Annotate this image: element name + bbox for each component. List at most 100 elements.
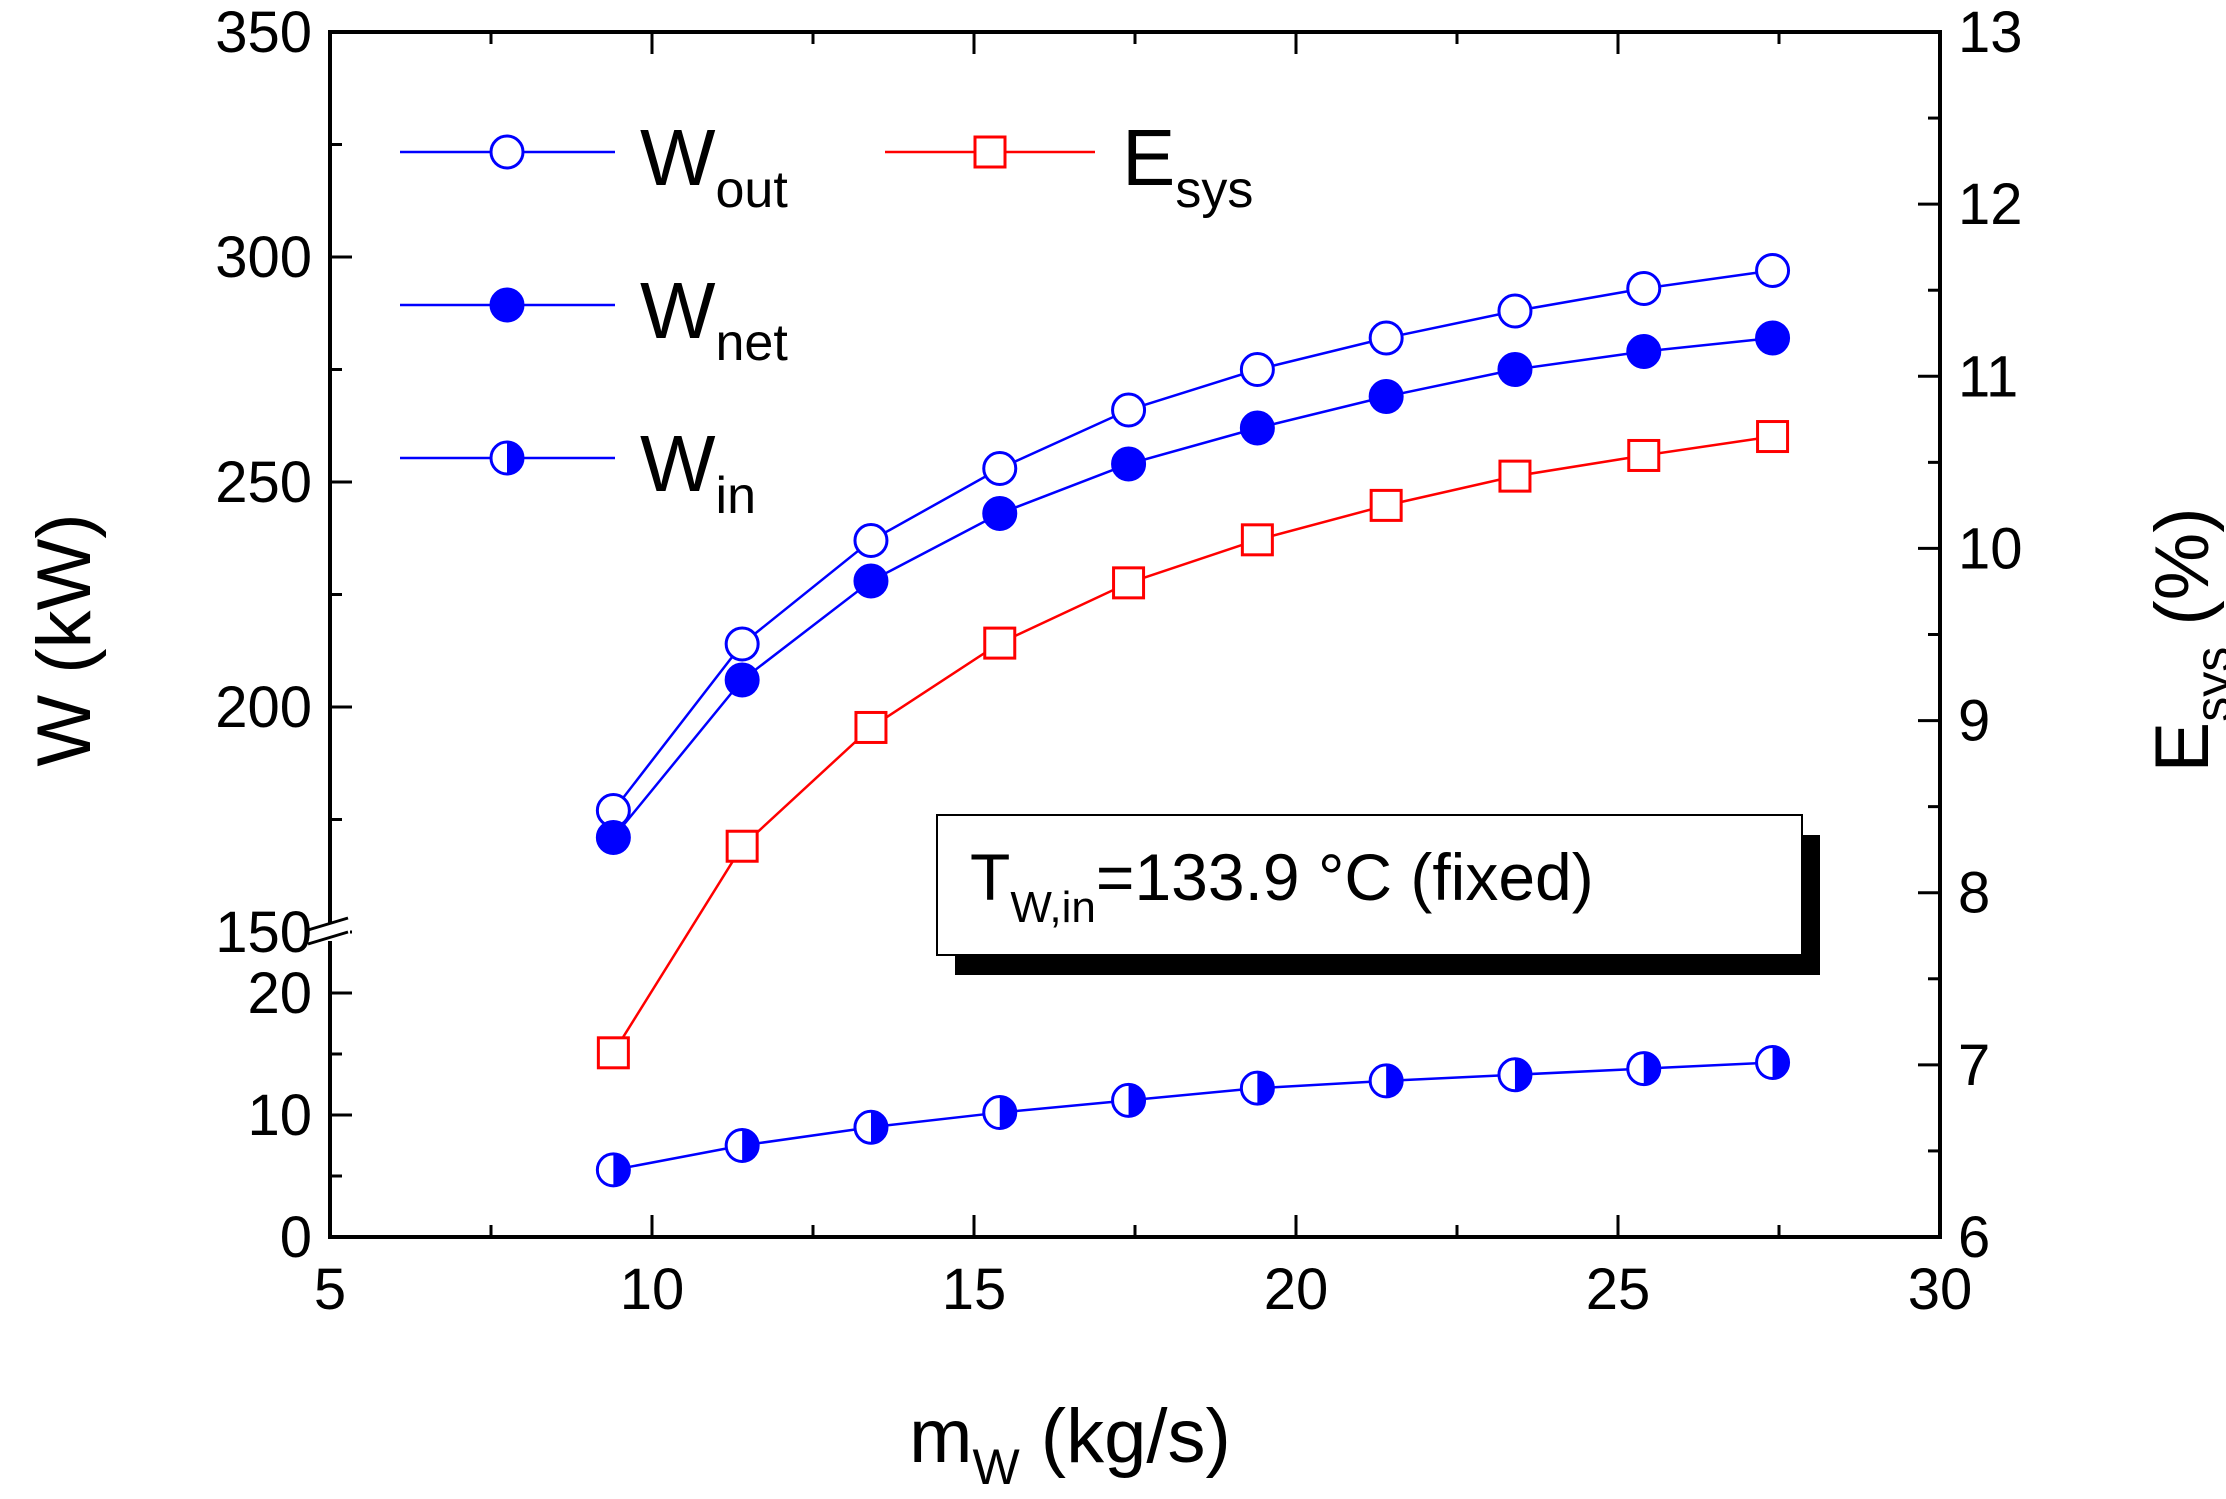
data-point-wnet [595, 820, 631, 855]
x-tick-label: 25 [1586, 1257, 1651, 1322]
data-point-win-fill [613, 1153, 630, 1186]
y-axis-right-title-sub: sys [2185, 647, 2226, 722]
data-point-wnet [1497, 352, 1533, 387]
x-tick-label: 20 [1264, 1257, 1329, 1322]
annotation-value: =133.9 °C (fixed) [1096, 840, 1594, 914]
legend-sub-wout: out [716, 161, 789, 219]
legend-entry-wnet: Wnet [400, 266, 788, 372]
data-point-win-fill [1386, 1064, 1403, 1097]
data-point-win-fill [999, 1096, 1016, 1129]
data-point-wout [1755, 253, 1791, 288]
data-point-wout [982, 451, 1018, 486]
data-point-esys [854, 710, 888, 744]
data-point-wnet [1111, 446, 1147, 482]
data-point-win-fill [742, 1129, 759, 1162]
data-point-wout [1626, 271, 1662, 306]
y-axis-left-title: W (kW) [22, 513, 107, 766]
x-axis-title-main: m [909, 1394, 972, 1479]
data-point-wnet [724, 662, 760, 698]
y-right-tick-label: 8 [1958, 861, 1990, 926]
data-point-esys [1498, 459, 1532, 493]
x-tick-label: 15 [942, 1257, 1007, 1322]
data-point-wout [1368, 320, 1404, 356]
data-point-wnet [1368, 379, 1404, 414]
data-point-esys [1627, 438, 1661, 472]
x-tick-label: 10 [620, 1257, 685, 1322]
svg-text:Esys: Esys [1122, 113, 1253, 219]
axis-break-mark [307, 930, 349, 946]
y-right-tick-label: 10 [1958, 516, 2023, 581]
y-left-lower-tick-label: 10 [247, 1083, 312, 1148]
legend-entry-win: Win [400, 419, 756, 525]
x-tick-label: 30 [1908, 1257, 1973, 1322]
data-point-win-fill [870, 1111, 887, 1144]
axis-break-mark [307, 916, 349, 932]
data-point-wnet [982, 496, 1018, 531]
data-point-wout [1497, 293, 1533, 329]
data-point-win-fill [1514, 1058, 1531, 1091]
data-point-win-fill [1772, 1046, 1789, 1079]
x-axis-title: mW (kg/s) [909, 1394, 1231, 1495]
y-left-upper-tick-label: 150 [215, 900, 312, 965]
data-point-esys [1756, 420, 1790, 454]
legend-label-win: W [640, 419, 716, 508]
y-right-tick-label: 7 [1958, 1033, 1990, 1098]
y-left-upper-tick-label: 250 [215, 450, 312, 515]
data-point-wout [853, 523, 889, 558]
y-axis-right-title-main: E [2140, 722, 2225, 773]
data-point-esys [725, 829, 759, 863]
plot-frame [328, 30, 1942, 1239]
legend-marker-wout [489, 134, 525, 170]
y-right-tick-label: 6 [1958, 1205, 1990, 1270]
y-axis-right-title-tail: (%) [2140, 507, 2225, 646]
annotation-box: TW,in=133.9 °C (fixed) [936, 814, 1820, 975]
legend-sub-win: in [716, 467, 756, 525]
series-line-win [613, 1061, 1773, 1172]
legend-sub-esys: sys [1175, 161, 1253, 219]
y-left-upper-tick-label: 350 [215, 0, 312, 65]
legend-entry-wout: Wout [400, 113, 788, 219]
legend: Wout Wnet Win Esys [400, 113, 1253, 525]
data-point-wnet [1755, 320, 1791, 356]
x-tick-label: 5 [314, 1257, 346, 1322]
annotation-symbol: T [970, 840, 1010, 914]
annotation-subscript: W,in [1010, 883, 1096, 932]
series-line-wout [612, 269, 1773, 812]
svg-text:Win: Win [640, 419, 756, 525]
data-point-win-fill [1257, 1072, 1274, 1105]
series-line-esys [612, 435, 1773, 1054]
svg-text:Wnet: Wnet [640, 266, 788, 372]
y-left-upper-tick-label: 200 [215, 675, 312, 740]
data-point-esys [983, 626, 1017, 660]
data-point-esys [596, 1036, 630, 1070]
data-point-wnet [1239, 410, 1275, 446]
legend-sub-wnet: net [716, 314, 789, 372]
data-point-esys [1112, 566, 1146, 600]
plot-layer: 5 10 15 20 25 30 150 200 250 300 350 0 10 20 6 7 8 9 10 11 1… [215, 0, 2022, 1322]
legend-label-wnet: W [640, 266, 716, 355]
data-point-wnet [853, 563, 889, 599]
y-right-tick-label: 9 [1958, 689, 1990, 754]
series-line-wnet [612, 336, 1773, 839]
legend-label-esys: E [1122, 113, 1175, 202]
y-right-tick-label: 11 [1958, 344, 2018, 409]
data-point-win-fill [1128, 1084, 1145, 1117]
data-point-wout [724, 626, 760, 662]
data-point-esys [1240, 523, 1274, 557]
legend-marker-esys [973, 135, 1007, 169]
data-point-win-fill [1643, 1052, 1660, 1085]
y-left-lower-tick-label: 20 [247, 961, 312, 1026]
legend-marker-wnet [489, 287, 525, 323]
y-left-lower-tick-label: 0 [280, 1205, 312, 1270]
y-right-tick-label: 13 [1958, 0, 2023, 65]
svg-text:TW,in=133.9 °C (fixed): TW,in=133.9 °C (fixed) [970, 840, 1594, 932]
data-point-wout [1239, 352, 1275, 387]
x-axis-title-tail: (kg/s) [1020, 1394, 1231, 1479]
svg-text:Wout: Wout [640, 113, 788, 219]
legend-label-wout: W [640, 113, 716, 202]
legend-marker-win [489, 440, 525, 476]
data-point-esys [1369, 488, 1403, 522]
x-axis-title-sub: W [972, 1439, 1020, 1495]
data-point-wout [1111, 392, 1147, 428]
